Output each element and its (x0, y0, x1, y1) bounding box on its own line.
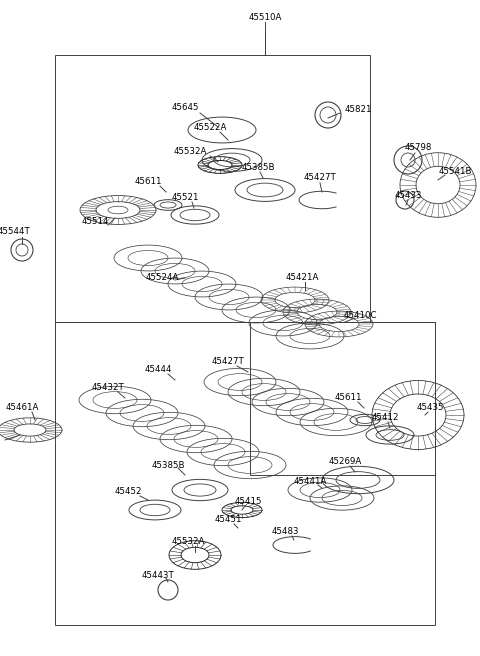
Text: 45412: 45412 (371, 413, 399, 422)
Text: 45421A: 45421A (285, 274, 319, 283)
Text: 45521: 45521 (171, 194, 199, 203)
Text: 45522A: 45522A (193, 123, 227, 133)
Text: 45541B: 45541B (438, 167, 472, 176)
Text: 45452: 45452 (114, 487, 142, 497)
Text: 45532A: 45532A (171, 537, 204, 546)
Text: 45435: 45435 (416, 403, 444, 413)
Text: 45645: 45645 (171, 104, 199, 112)
Text: 45432T: 45432T (92, 384, 124, 392)
Text: 45385B: 45385B (151, 461, 185, 470)
Text: 45510A: 45510A (248, 14, 282, 22)
Text: 45451: 45451 (214, 516, 242, 525)
Text: 45444: 45444 (144, 365, 172, 375)
Bar (250, 322, 435, 475)
Text: 45532A: 45532A (173, 148, 207, 157)
Text: 45427T: 45427T (304, 173, 336, 182)
Text: 45415: 45415 (234, 497, 262, 506)
Text: 45269A: 45269A (328, 457, 361, 466)
Text: 45433: 45433 (394, 190, 422, 199)
Text: 45544T: 45544T (0, 228, 30, 237)
Text: 45441A: 45441A (293, 478, 327, 487)
Text: 45461A: 45461A (5, 403, 39, 413)
Bar (55, 322, 435, 625)
Text: 45410C: 45410C (343, 310, 377, 319)
Text: 45483: 45483 (271, 527, 299, 537)
Text: 45798: 45798 (404, 144, 432, 152)
Text: 45821: 45821 (344, 106, 372, 115)
Text: 45427T: 45427T (212, 358, 244, 367)
Text: 45385B: 45385B (241, 163, 275, 173)
Text: 45514: 45514 (81, 218, 109, 226)
Text: 45443T: 45443T (142, 571, 174, 579)
Text: 45524A: 45524A (145, 274, 179, 283)
Bar (55, 55, 370, 322)
Text: 45611: 45611 (334, 394, 362, 403)
Text: 45611: 45611 (134, 178, 162, 186)
